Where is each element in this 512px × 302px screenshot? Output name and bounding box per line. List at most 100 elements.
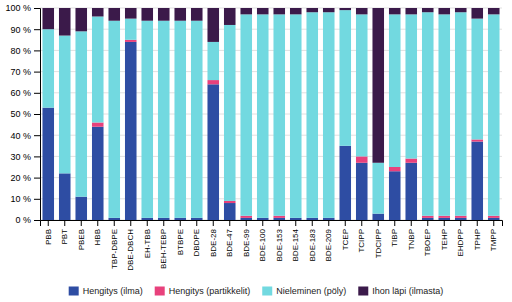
bar-segment [372, 8, 384, 163]
tick: TMPP [489, 220, 498, 251]
legend-item: Hengitys (partikkelit) [155, 286, 251, 296]
bar-segment [92, 8, 104, 16]
bar-segment [125, 19, 137, 40]
bar-segment [488, 216, 500, 218]
tick: TIBP [390, 220, 399, 247]
bar-segment [257, 8, 269, 14]
tick: 100 % [5, 3, 40, 13]
tick-mark [229, 220, 230, 226]
bar-segment [438, 216, 450, 218]
tick: EH-TBB [143, 220, 152, 258]
bar-segment [207, 84, 219, 220]
bar-segment [224, 201, 236, 203]
tick: BDE-183 [308, 220, 317, 261]
tick-mark [345, 220, 346, 226]
tick-mark [147, 220, 148, 226]
bar-segment [158, 21, 170, 218]
tick-mark [378, 220, 379, 226]
tick: 0 % [15, 215, 40, 225]
legend-label: Nieleminen (pöly) [276, 286, 346, 296]
x-axis: PBBPBTPBEBHBBTBP-DBPEDBE-DBCHEH-TBBBEH-T… [41, 220, 503, 271]
tick-mark [460, 220, 461, 226]
tick-label: BDE-99 [242, 228, 251, 257]
bar-segment [422, 12, 434, 216]
tick-label: EHDPP [456, 229, 465, 257]
tick-label: TBP-DBPE [110, 229, 119, 269]
tick-label: TMPP [489, 229, 498, 251]
bar-segment [224, 8, 236, 25]
tick-label: BDE-153 [275, 228, 284, 261]
bar-segment [207, 42, 219, 80]
bar-segment [59, 36, 71, 174]
bar-segment [224, 203, 236, 220]
tick-label: BTBPE [176, 229, 185, 255]
bar-segment [455, 12, 467, 216]
tick-label: 100 % [5, 3, 31, 13]
tick-mark [48, 220, 49, 226]
tick-label: BDE-209 [324, 228, 333, 261]
bar-segment [92, 127, 104, 220]
bar-segment [389, 171, 401, 220]
bar-segment [438, 218, 450, 220]
tick: TBP-DBPE [110, 220, 119, 269]
y-axis: 0 %10 %20 %30 %40 %50 %60 %70 %80 %90 %1… [5, 3, 40, 225]
tick-mark [328, 220, 329, 226]
tick: BEH-TEBP [159, 220, 168, 269]
tick-mark [163, 220, 164, 226]
series [42, 10, 499, 218]
tick-mark [34, 135, 40, 136]
tick-mark [411, 220, 412, 226]
tick: BTBPE [176, 220, 185, 255]
tick-label: DBDPE [192, 229, 201, 257]
bar-segment [158, 218, 170, 220]
tick-label: 40 % [10, 131, 31, 141]
bar-segment [141, 21, 153, 218]
tick-label: 90 % [10, 25, 31, 35]
bar-segment [75, 197, 87, 220]
tick: BDE-154 [291, 220, 300, 261]
tick-mark [279, 220, 280, 226]
bar-segment [240, 8, 252, 14]
bar-segment [240, 218, 252, 220]
series [42, 8, 499, 163]
legend-item: Ihon läpi (ilmasta) [358, 286, 443, 296]
tick-mark [477, 220, 478, 226]
bar-segment [339, 8, 351, 10]
tick-mark [34, 199, 40, 200]
bar-segment [42, 29, 54, 107]
tick: TPHP [473, 220, 482, 250]
bar-segment [257, 14, 269, 218]
tick-label: 60 % [10, 88, 31, 98]
tick: 90 % [10, 25, 40, 35]
tick-label: BDE-28 [209, 228, 218, 257]
bar-segment [207, 80, 219, 84]
tick-label: 70 % [10, 67, 31, 77]
bar-segment [306, 12, 318, 218]
plot: 0 %10 %20 %30 %40 %50 %60 %70 %80 %90 %1… [5, 3, 502, 270]
bar-segment [108, 8, 120, 21]
tick-mark [427, 220, 428, 226]
bar-segment [488, 218, 500, 220]
tick-mark [444, 220, 445, 226]
bar-segment [273, 216, 285, 218]
tick-label: TCEP [341, 229, 350, 250]
bar-segment [125, 8, 137, 19]
bar-segment [323, 218, 335, 220]
tick-mark [34, 220, 40, 221]
tick: HBB [93, 220, 102, 245]
tick-mark [34, 72, 40, 73]
bar-segment [108, 21, 120, 218]
tick-label: DBE-DBCH [126, 229, 135, 271]
bar-segment [471, 139, 483, 141]
bar-segment [471, 19, 483, 140]
tick: 10 % [10, 194, 40, 204]
tick-mark [493, 220, 494, 226]
tick-mark [196, 220, 197, 226]
tick: PBEB [77, 220, 86, 250]
tick-mark [34, 93, 40, 94]
bar-segment [141, 8, 153, 21]
bar-segment [405, 8, 417, 14]
bar-segment [240, 14, 252, 215]
bar-segment [273, 218, 285, 220]
tick-label: 10 % [10, 194, 31, 204]
